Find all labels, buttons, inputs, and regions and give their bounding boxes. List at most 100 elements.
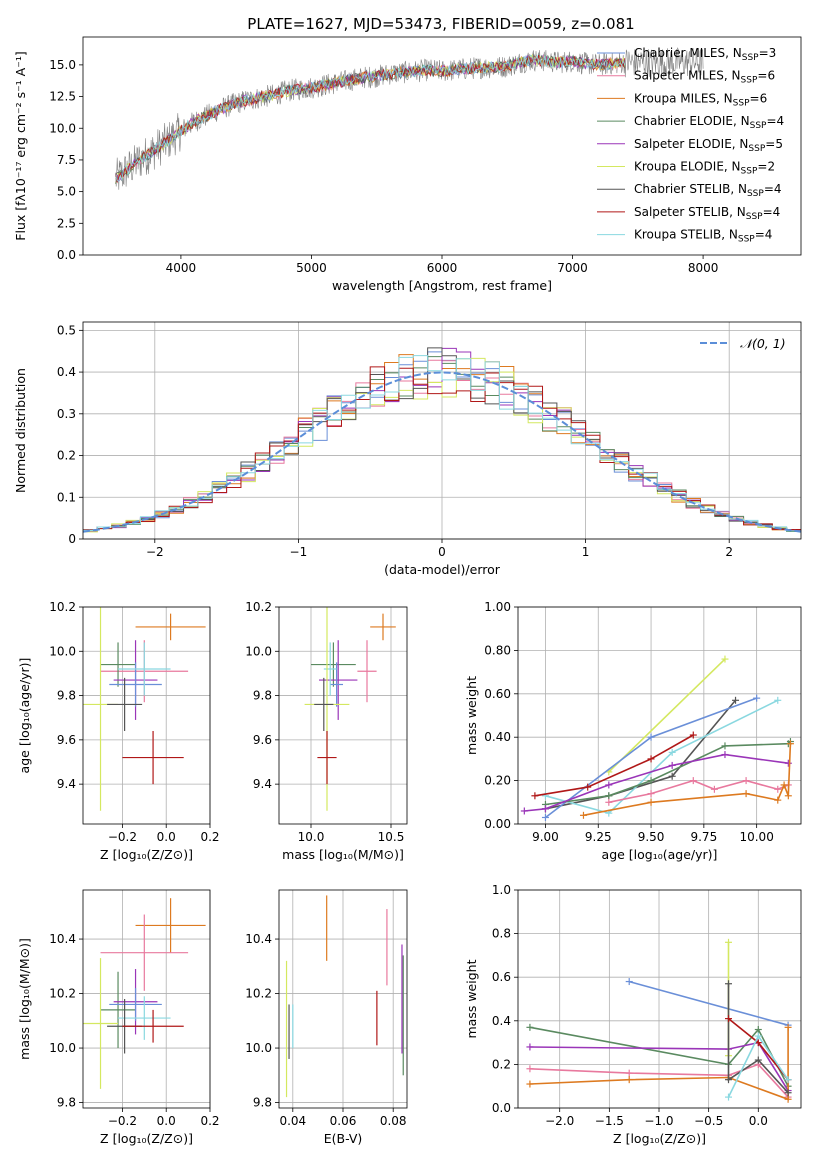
y-tick-label: 0.4 [57, 365, 76, 379]
mass-weight-marker [721, 751, 729, 759]
y-axis-label: Flux [fλ10⁻¹⁷ erg cm⁻² s⁻¹ A⁻¹] [13, 51, 28, 240]
mass-weight-marker [725, 980, 733, 988]
y-tick-label: 0.3 [57, 407, 76, 421]
mass-weight-marker [784, 1095, 792, 1103]
reference-legend-label: 𝒩(0, 1) [740, 336, 786, 351]
error-bar-point [122, 1009, 184, 1043]
mass-weight-marker [754, 1032, 762, 1040]
mass-weight-marker [725, 938, 733, 946]
y-tick-label: 10.0 [49, 1041, 76, 1055]
error-bar-point [135, 898, 206, 953]
error-bar-point [357, 640, 377, 703]
y-tick-label: 9.6 [253, 733, 272, 747]
mass-weight-marker [784, 1023, 792, 1031]
x-tick-label: 6000 [427, 261, 458, 275]
x-axis-label: Z [log₁₀(Z/Z⊙)] [100, 847, 193, 862]
mass-weight-vs-age-panel: 9.00 9.25 9.50 9.75 10.00 0.00 0.20 0.40 0.60 0.8… [464, 600, 802, 862]
plot-area [83, 607, 206, 811]
y-tick-label: 1.0 [492, 883, 511, 897]
mass-weight-marker [625, 1069, 633, 1077]
y-tick-label: 10.2 [49, 987, 76, 1001]
y-tick-label: 0.2 [57, 449, 76, 463]
x-tick-label: 1 [582, 545, 590, 559]
y-tick-label: 10.0 [49, 121, 76, 135]
x-tick-label: 9.50 [638, 830, 665, 844]
axes-frame [517, 606, 802, 825]
plot-area [285, 895, 404, 1098]
x-tick-label: 0 [438, 545, 446, 559]
error-bar-point [109, 662, 162, 707]
error-bar-point [370, 613, 396, 641]
y-tick-label: 9.8 [253, 1096, 272, 1110]
legend-entry: Chabrier ELODIE, NSSP=4 [634, 114, 784, 131]
error-bar-point [323, 642, 337, 696]
age-vs-mass-panel: 10.0 10.5 9.4 9.6 9.8 10.0 10.2 mass [log₁₀(M/M… [245, 600, 408, 862]
x-tick-label: 10.00 [739, 830, 773, 844]
error-bar-point [109, 988, 162, 1021]
y-tick-label: 10.4 [49, 932, 76, 946]
x-tick-label: 7000 [557, 261, 588, 275]
mass-weight-marker [725, 1015, 733, 1023]
error-bar-point [319, 640, 358, 720]
x-tick-label: −0.2 [108, 830, 137, 844]
y-axis-label: age [log₁₀(age/yr)] [17, 658, 32, 774]
error-bar-point [100, 642, 136, 687]
x-tick-label: −2.0 [545, 1114, 574, 1128]
legend-entry: Salpeter ELODIE, NSSP=5 [634, 137, 783, 154]
legend-entry: Kroupa ELODIE, NSSP=2 [634, 160, 775, 177]
y-tick-label: 10.2 [49, 600, 76, 614]
mass-weight-marker [742, 777, 750, 785]
mass-weight-marker [605, 792, 613, 800]
mass-weight-series [608, 658, 726, 773]
spectrum-legend: Chabrier MILES, NSSP=3 Salpeter MILES, NS… [597, 46, 784, 245]
mass-weight-marker [668, 748, 676, 756]
y-tick-label: 10.0 [245, 644, 272, 658]
plot-area [526, 938, 792, 1103]
x-tick-label: −1 [290, 545, 308, 559]
error-bar-point [107, 677, 143, 731]
mass-weight-series [608, 779, 789, 804]
y-tick-label: 0.4 [492, 1014, 511, 1028]
mass-vs-reddening-panel: 0.04 0.06 0.08 9.8 10.0 10.2 10.4 E(B-V) [245, 889, 408, 1146]
y-axis-label: mass [log₁₀(M/M⊙)] [17, 938, 32, 1060]
x-tick-label: 5000 [296, 261, 327, 275]
mass-weight-marker [689, 731, 697, 739]
y-tick-label: 0.0 [57, 248, 76, 262]
residual-histogram [83, 347, 801, 531]
y-tick-label: 0.60 [484, 687, 511, 701]
legend-entry: Chabrier MILES, NSSP=3 [634, 46, 776, 63]
y-tick-label: 10.2 [245, 600, 272, 614]
mass-weight-marker [725, 1093, 733, 1101]
y-tick-label: 10.4 [245, 932, 272, 946]
legend-entry: Kroupa MILES, NSSP=6 [634, 91, 767, 108]
x-tick-label: 9.75 [690, 830, 717, 844]
mass-weight-marker [541, 805, 549, 813]
mass-weight-marker [647, 777, 655, 785]
residual-histogram [83, 355, 801, 532]
mass-weight-marker [774, 796, 782, 804]
mass-weight-marker [780, 781, 788, 789]
mass-weight-marker [526, 1065, 534, 1073]
x-tick-label: −2 [146, 545, 164, 559]
residual-histogram [83, 347, 801, 532]
mass-weight-series [583, 743, 792, 817]
mass-weight-marker [784, 759, 792, 767]
mass-weight-marker [668, 772, 676, 780]
x-tick-label: 0.08 [380, 1114, 407, 1128]
mass-weight-marker [605, 798, 613, 806]
mass-weight-marker [526, 1080, 534, 1088]
normal-reference-curve [83, 371, 801, 533]
x-tick-label: 0.0 [749, 1114, 768, 1128]
x-tick-label: 0.2 [200, 830, 219, 844]
y-tick-label: 0.40 [484, 730, 511, 744]
x-tick-label: −1.0 [644, 1114, 673, 1128]
x-tick-label: 10.0 [298, 830, 325, 844]
plot-area [115, 47, 704, 190]
y-tick-label: 0.5 [57, 323, 76, 337]
y-tick-label: 0.2 [492, 1057, 511, 1071]
axes-frame [278, 606, 408, 825]
mass-weight-marker [647, 798, 655, 806]
mass-weight-marker [742, 790, 750, 798]
y-axis-label: mass weight [464, 959, 479, 1038]
error-bar-point [135, 613, 206, 641]
